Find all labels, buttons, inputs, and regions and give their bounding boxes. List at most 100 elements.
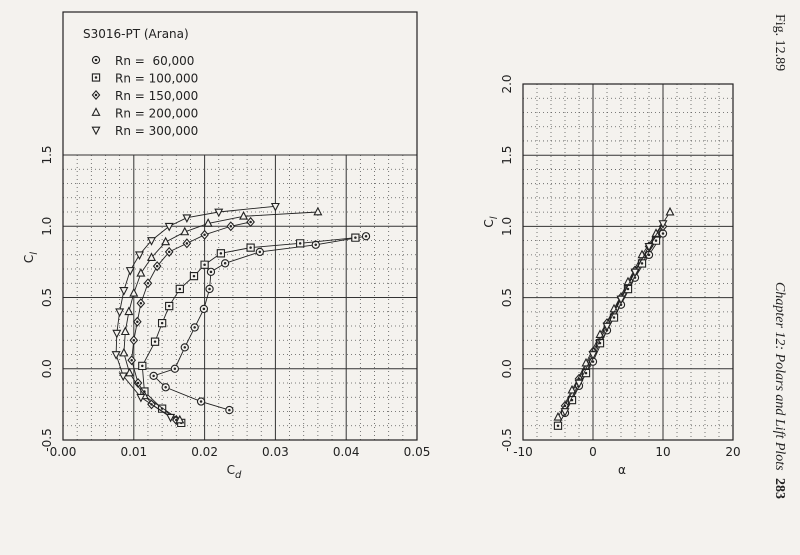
data-point	[665, 206, 675, 216]
data-point	[205, 284, 214, 294]
data-point	[129, 335, 139, 346]
data-point	[226, 221, 236, 232]
data-point	[125, 267, 135, 276]
data-point	[146, 252, 157, 261]
data-point	[246, 216, 255, 228]
data-point	[112, 329, 122, 339]
data-point	[134, 251, 144, 261]
data-point	[602, 322, 612, 332]
data-point	[560, 408, 570, 417]
data-point	[246, 243, 255, 252]
data-point	[270, 202, 280, 212]
data-point	[216, 249, 226, 258]
y-tick-label: 0.5	[40, 288, 54, 307]
x-axis-label: Cd	[227, 463, 242, 481]
data-point	[136, 393, 146, 403]
data-point	[553, 421, 563, 430]
legend-label: Rn = 100,000	[115, 72, 198, 86]
data-point	[189, 271, 199, 281]
data-point	[127, 355, 137, 366]
data-point	[200, 229, 209, 240]
data-point	[165, 301, 174, 311]
y-tick-label: 1.5	[40, 145, 54, 164]
data-point	[170, 364, 180, 373]
data-point	[119, 347, 129, 357]
page-number: 283	[772, 478, 787, 499]
legend-title: S3016-PT (Arana)	[83, 27, 189, 41]
data-point	[164, 222, 174, 232]
data-point	[180, 226, 190, 236]
data-point	[313, 206, 323, 216]
y-tick-label: 0.0	[500, 359, 514, 378]
y-tick-label: 1.0	[500, 217, 514, 236]
data-point	[644, 242, 654, 252]
legend-marker	[91, 55, 101, 65]
data-point	[182, 214, 192, 223]
y-tick-label: 0.5	[500, 288, 514, 307]
data-point	[143, 278, 153, 289]
x-tick-label: 20	[725, 445, 740, 459]
data-point	[616, 295, 626, 305]
data-point	[190, 323, 199, 332]
x-tick-label: 0	[589, 445, 597, 459]
legend-label: Rn = 200,000	[115, 107, 198, 121]
data-point	[588, 351, 598, 360]
y-tick-label: 1.5	[500, 146, 514, 165]
data-point	[225, 405, 234, 415]
data-point	[658, 220, 668, 229]
legend-marker	[91, 73, 101, 82]
series-line	[141, 237, 356, 424]
data-point	[133, 316, 142, 327]
x-tick-label: 10	[655, 445, 670, 459]
series-line	[115, 205, 276, 418]
data-point	[138, 361, 147, 371]
data-point	[203, 218, 213, 227]
data-point	[239, 210, 249, 220]
data-point	[180, 343, 189, 352]
data-point	[115, 308, 125, 318]
data-point	[149, 371, 158, 381]
x-tick-label: -10	[513, 445, 533, 459]
data-point	[199, 304, 209, 314]
x-tick-label: 0.00	[50, 445, 77, 459]
legend-label: Rn = 60,000	[115, 54, 194, 68]
y-axis-label: Cl	[482, 216, 500, 227]
data-point	[120, 326, 130, 336]
data-point	[119, 287, 129, 296]
data-point	[553, 411, 563, 421]
data-point	[124, 306, 134, 316]
data-point	[351, 233, 360, 242]
data-point	[214, 208, 224, 218]
x-tick-label: 0.02	[191, 445, 218, 459]
data-point	[146, 237, 157, 246]
data-point	[157, 319, 167, 328]
data-point	[567, 384, 577, 394]
data-point	[630, 268, 640, 278]
series-line	[564, 223, 664, 412]
data-point	[164, 246, 174, 257]
legend-label: Rn = 150,000	[115, 89, 198, 103]
data-point	[255, 247, 264, 257]
x-tick-label: 0.05	[404, 445, 431, 459]
data-point	[136, 298, 146, 309]
data-point	[118, 372, 128, 382]
data-point	[161, 383, 170, 392]
data-point	[161, 236, 171, 246]
y-tick-label: -0.5	[40, 428, 54, 451]
legend-marker	[91, 89, 101, 101]
legend-marker	[91, 107, 101, 116]
data-point	[150, 337, 160, 346]
x-tick-label: 0.01	[120, 445, 147, 459]
data-point	[296, 239, 305, 248]
data-point	[206, 267, 216, 276]
y-axis-label: Cl	[22, 252, 40, 263]
data-point	[175, 414, 185, 424]
legend-marker	[91, 126, 101, 136]
legend-label: Rn = 300,000	[115, 124, 198, 138]
data-point	[175, 284, 184, 294]
y-tick-label: -0.5	[500, 428, 514, 451]
x-axis-label: α	[618, 463, 626, 477]
data-point	[152, 261, 162, 272]
data-point	[220, 259, 230, 268]
